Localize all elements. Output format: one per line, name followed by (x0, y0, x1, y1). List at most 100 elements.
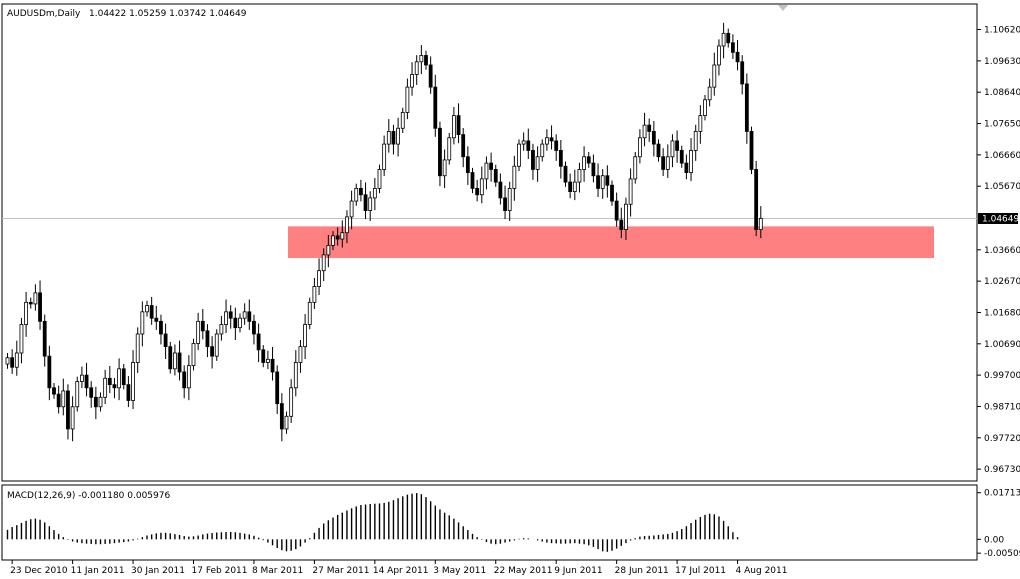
candle-body (340, 232, 345, 240)
candle-body (428, 64, 433, 88)
candle (135, 327, 140, 373)
candle (563, 161, 568, 187)
candle (317, 258, 321, 296)
candle (182, 365, 187, 399)
candle (651, 120, 656, 157)
price-tick-label: 0.99700 (984, 371, 1020, 381)
candle (321, 248, 326, 282)
candle-body (93, 396, 98, 408)
candle (177, 340, 182, 381)
candle (200, 308, 205, 340)
candle (168, 341, 173, 374)
candle (731, 34, 735, 59)
candle-body (633, 156, 638, 180)
candle-body (744, 83, 749, 132)
candle-body (591, 162, 596, 177)
candle (410, 62, 414, 96)
candle-body (665, 156, 670, 170)
candle (740, 55, 745, 95)
candle-body (42, 320, 47, 357)
candle (289, 379, 294, 423)
candle (163, 323, 168, 359)
candle (703, 95, 707, 121)
candle (372, 177, 377, 211)
candle-body (75, 381, 80, 408)
candle-body (651, 131, 656, 145)
candle-body (317, 270, 321, 287)
candle-body (535, 156, 540, 170)
candle (93, 386, 98, 420)
macd-label: MACD(12,26,9) -0.001180 0.005976 (7, 491, 170, 501)
candle-body (698, 115, 703, 132)
candle (186, 355, 191, 401)
candle (70, 396, 75, 442)
candle-body (321, 254, 326, 272)
candle-body (703, 99, 707, 117)
candle (438, 121, 442, 187)
candle-body (582, 156, 586, 170)
candle (517, 139, 521, 171)
candle-body (191, 343, 196, 367)
price-tick-label: 1.07650 (984, 120, 1020, 130)
candle (214, 329, 219, 361)
price-tick-label: 0.98710 (984, 402, 1020, 412)
candle-body (219, 324, 224, 335)
candle (675, 130, 679, 163)
candle (52, 383, 56, 399)
candle (80, 366, 84, 389)
candle (56, 385, 61, 414)
candle-body (754, 169, 759, 230)
candle-body (331, 235, 335, 246)
candle (363, 182, 368, 220)
candle-body (56, 393, 61, 408)
candle-body (5, 357, 10, 365)
candle-body (121, 368, 126, 386)
candle-body (470, 172, 475, 189)
candle (345, 210, 349, 244)
candle-body (749, 131, 754, 170)
candle-body (228, 311, 233, 319)
candle-body (172, 352, 177, 370)
candle-body (293, 362, 298, 389)
price-tick-label: 1.01680 (984, 308, 1020, 318)
date-tick-label: 8 Mar 2011 (252, 566, 303, 576)
price-tick-label: 1.06660 (984, 151, 1020, 161)
candle-body (568, 181, 573, 192)
candle-body (684, 162, 689, 173)
candle (656, 139, 661, 162)
candle-body (247, 311, 252, 322)
candle-body (442, 159, 447, 177)
candle (172, 344, 177, 376)
candle (717, 39, 721, 76)
candle-body (354, 188, 359, 202)
candle-body (61, 390, 66, 408)
candle (391, 124, 396, 155)
price-tick-label: 1.02670 (984, 277, 1020, 287)
candle-body (19, 324, 24, 354)
candle (647, 118, 652, 142)
candle (521, 132, 526, 151)
price-tick-label: 1.00690 (984, 340, 1020, 350)
candle (66, 384, 70, 440)
candle (479, 166, 484, 204)
candle (712, 52, 717, 96)
candle (558, 139, 563, 179)
candle (126, 376, 131, 408)
candle (498, 173, 503, 205)
candle-body (545, 137, 549, 145)
candle-body (205, 330, 210, 348)
candle (400, 107, 405, 134)
candle-body (484, 162, 489, 180)
candle-body (117, 368, 121, 389)
candle (5, 352, 10, 369)
candle (749, 126, 754, 175)
candle-body (572, 181, 577, 192)
chart-shift-marker[interactable] (778, 5, 788, 11)
date-tick-label: 17 Feb 2011 (192, 566, 248, 576)
candle-body (145, 305, 149, 313)
candle-body (224, 311, 228, 325)
candle-body (135, 333, 140, 363)
candle (47, 345, 52, 401)
candle (591, 154, 596, 183)
candle-body (84, 374, 89, 389)
